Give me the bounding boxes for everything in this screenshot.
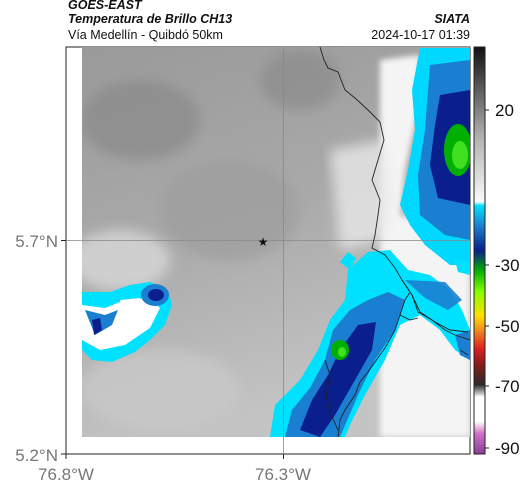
y-tick-label: 5.7°N	[15, 232, 58, 251]
southeast-cloud-band	[270, 250, 470, 437]
east-cloud-band	[400, 48, 470, 265]
city-marker-star-icon: ★	[258, 235, 269, 249]
region-subtitle: Vía Medellín - Quibdó 50km	[68, 28, 223, 42]
organization-label: SIATA	[434, 12, 470, 26]
y-tick-label: 5.2°N	[15, 446, 58, 465]
colorbar-tick-label: -70	[495, 377, 520, 396]
boundary-lines	[319, 47, 470, 437]
brightness-temperature-field	[82, 47, 470, 437]
x-tick-label: 76.8°W	[38, 465, 94, 484]
x-tick-label: 76.3°W	[255, 465, 311, 484]
colorbar-tick-label: -50	[495, 317, 520, 336]
colorbar-tick-label: -30	[495, 256, 520, 275]
colorbar-tick-label: 20	[495, 101, 514, 120]
satellite-label: GOES-EAST	[68, 0, 142, 12]
product-title: Temperatura de Brillo CH13	[68, 12, 233, 26]
colorbar-tick-label: -90	[495, 439, 520, 458]
colorbar: 20 -30 -50 -70 -90	[473, 46, 520, 458]
west-cloud	[82, 282, 172, 362]
axis-tick-marks	[61, 240, 284, 459]
datetime-label: 2024-10-17 01:39	[371, 28, 470, 42]
